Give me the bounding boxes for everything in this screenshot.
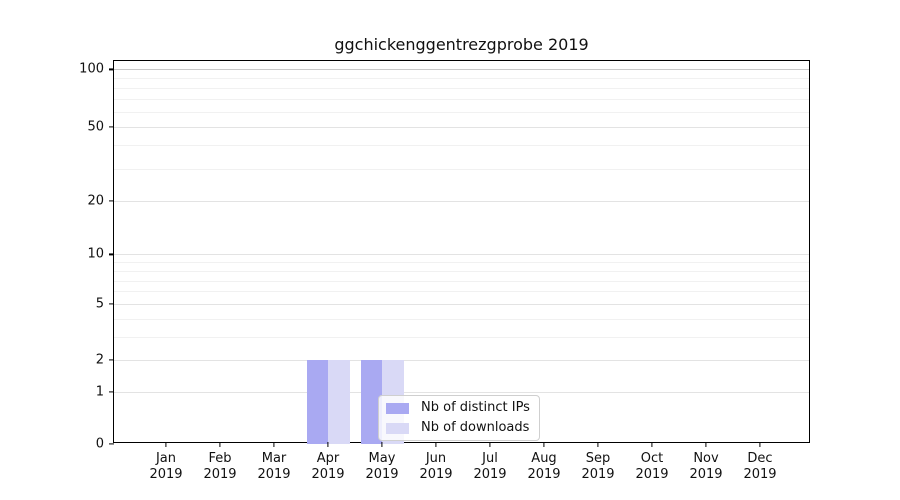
y-tick-50 <box>109 126 114 128</box>
gridline-minor-70 <box>114 99 809 101</box>
gridline-minor-40 <box>114 145 809 147</box>
axis-layer: 0 1 2 5 10 20 50 100 Jan 2019 Feb 2019 Mar 2019 Apr 201… <box>79 61 809 482</box>
gridline-minor-80 <box>114 88 809 90</box>
y-tick-label-5: 5 <box>95 296 104 312</box>
gridline-major-1 <box>114 391 809 393</box>
gridline-minor-4 <box>114 318 809 320</box>
x-tick-nov <box>705 442 707 447</box>
x-tick-oct <box>651 442 653 447</box>
x-tick-may <box>381 442 383 447</box>
x-tick-feb <box>219 442 221 447</box>
legend-swatch-downloads-icon <box>386 422 409 434</box>
y-tick-label-1: 1 <box>95 384 104 400</box>
y-tick-label-0: 0 <box>95 436 104 452</box>
x-tick-jul <box>489 442 491 447</box>
legend-label-distinct-ips: Nb of distinct IPs <box>421 400 530 415</box>
bar-nb-of-distinct-ips-apr <box>306 359 328 444</box>
bar-nb-of-downloads-apr <box>328 359 350 444</box>
x-tick-label-oct: Oct 2019 <box>635 451 669 482</box>
gridline-major-10 <box>114 254 809 256</box>
x-tick-mar <box>273 442 275 447</box>
x-tick-jun <box>435 442 437 447</box>
x-tick-dec <box>759 442 761 447</box>
gridline-minor-30 <box>114 168 809 170</box>
chart-title: ggchickenggentrezgprobe 2019 <box>334 35 589 54</box>
gridline-minor-7 <box>114 280 809 282</box>
x-tick-jan <box>165 442 167 447</box>
y-tick-2 <box>109 359 114 361</box>
y-tick-label-100: 100 <box>79 61 104 77</box>
x-tick-label-nov: Nov 2019 <box>689 451 723 482</box>
bar-nb-of-distinct-ips-may <box>360 359 382 444</box>
x-tick-label-jan: Jan 2019 <box>149 451 183 482</box>
gridline-minor-60 <box>114 111 809 113</box>
x-tick-label-mar: Mar 2019 <box>257 451 291 482</box>
y-tick-label-10: 10 <box>87 246 104 262</box>
gridline-major-100 <box>114 69 809 71</box>
y-tick-100 <box>109 68 114 71</box>
gridline-minor-90 <box>114 78 809 80</box>
gridline-major-5 <box>114 303 809 305</box>
grid-layer <box>114 61 809 442</box>
y-tick-20 <box>109 200 114 202</box>
legend-item-distinct-ips: Nb of distinct IPs <box>386 400 530 416</box>
legend-swatch-distinct-ips-icon <box>386 402 409 414</box>
x-tick-label-may: May 2019 <box>365 451 399 482</box>
x-tick-aug <box>543 442 545 447</box>
y-tick-0 <box>109 443 114 445</box>
y-tick-label-50: 50 <box>87 119 104 135</box>
x-tick-label-jul: Jul 2019 <box>473 451 507 482</box>
y-tick-label-20: 20 <box>87 193 104 209</box>
y-tick-5 <box>109 303 114 305</box>
plot-area: 0 1 2 5 10 20 50 100 Jan 2019 Feb 2019 Mar 2019 Apr 201… <box>79 60 810 482</box>
legend-item-downloads: Nb of downloads <box>386 420 530 436</box>
gridline-major-20 <box>114 200 809 202</box>
gridline-minor-8 <box>114 270 809 272</box>
x-tick-label-aug: Aug 2019 <box>527 451 561 482</box>
x-tick-label-sep: Sep 2019 <box>581 451 615 482</box>
legend-label-downloads: Nb of downloads <box>421 420 530 435</box>
x-tick-label-dec: Dec 2019 <box>743 451 777 482</box>
legend: Nb of distinct IPs Nb of downloads <box>378 395 540 441</box>
y-tick-1 <box>109 391 114 393</box>
x-tick-label-apr: Apr 2019 <box>311 451 345 482</box>
y-tick-10 <box>109 253 114 255</box>
gridline-major-50 <box>114 126 809 128</box>
gridline-minor-3 <box>114 336 809 338</box>
x-tick-apr <box>327 442 329 447</box>
y-tick-label-2: 2 <box>95 352 104 368</box>
gridline-minor-6 <box>114 291 809 293</box>
gridline-minor-9 <box>114 262 809 264</box>
x-tick-sep <box>597 442 599 447</box>
x-tick-label-feb: Feb 2019 <box>203 451 237 482</box>
x-tick-label-jun: Jun 2019 <box>419 451 453 482</box>
gridline-major-2 <box>114 359 809 361</box>
